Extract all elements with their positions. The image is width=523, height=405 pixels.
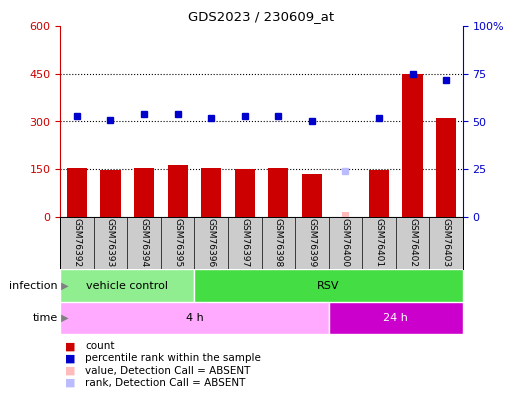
Bar	[235, 169, 255, 217]
Text: GSM76398: GSM76398	[274, 218, 283, 268]
Text: GSM76403: GSM76403	[441, 218, 451, 267]
Text: GSM76400: GSM76400	[341, 218, 350, 267]
Text: ▶: ▶	[58, 281, 69, 290]
Text: 4 h: 4 h	[186, 313, 203, 323]
Text: value, Detection Call = ABSENT: value, Detection Call = ABSENT	[85, 366, 251, 375]
Text: ■: ■	[65, 354, 76, 363]
Text: GSM76401: GSM76401	[374, 218, 383, 267]
Bar	[328, 302, 463, 334]
Text: RSV: RSV	[317, 281, 340, 290]
Bar	[100, 170, 121, 217]
Text: vehicle control: vehicle control	[86, 281, 168, 290]
Text: GSM76395: GSM76395	[173, 218, 182, 268]
Text: GSM76394: GSM76394	[140, 218, 149, 267]
Text: rank, Detection Call = ABSENT: rank, Detection Call = ABSENT	[85, 378, 246, 388]
Bar	[67, 168, 87, 217]
Bar	[195, 269, 463, 302]
Bar	[268, 168, 288, 217]
Bar	[342, 212, 349, 217]
Bar	[60, 269, 195, 302]
Text: GSM76397: GSM76397	[240, 218, 249, 268]
Text: infection: infection	[9, 281, 58, 290]
Text: ■: ■	[65, 366, 76, 375]
Text: ■: ■	[65, 341, 76, 351]
Bar	[167, 165, 188, 217]
Bar	[134, 168, 154, 217]
Bar	[436, 118, 456, 217]
Text: 24 h: 24 h	[383, 313, 408, 323]
Bar	[60, 302, 328, 334]
Bar	[201, 168, 221, 217]
Text: percentile rank within the sample: percentile rank within the sample	[85, 354, 261, 363]
Text: count: count	[85, 341, 115, 351]
Text: GSM76393: GSM76393	[106, 218, 115, 268]
Text: GSM76399: GSM76399	[308, 218, 316, 268]
Bar	[369, 170, 389, 217]
Bar	[403, 74, 423, 217]
Text: ▶: ▶	[58, 313, 69, 323]
Text: GSM76402: GSM76402	[408, 218, 417, 267]
Text: GDS2023 / 230609_at: GDS2023 / 230609_at	[188, 10, 335, 23]
Text: GSM76396: GSM76396	[207, 218, 215, 268]
Bar	[302, 174, 322, 217]
Text: time: time	[32, 313, 58, 323]
Text: ■: ■	[65, 378, 76, 388]
Text: GSM76392: GSM76392	[72, 218, 82, 267]
